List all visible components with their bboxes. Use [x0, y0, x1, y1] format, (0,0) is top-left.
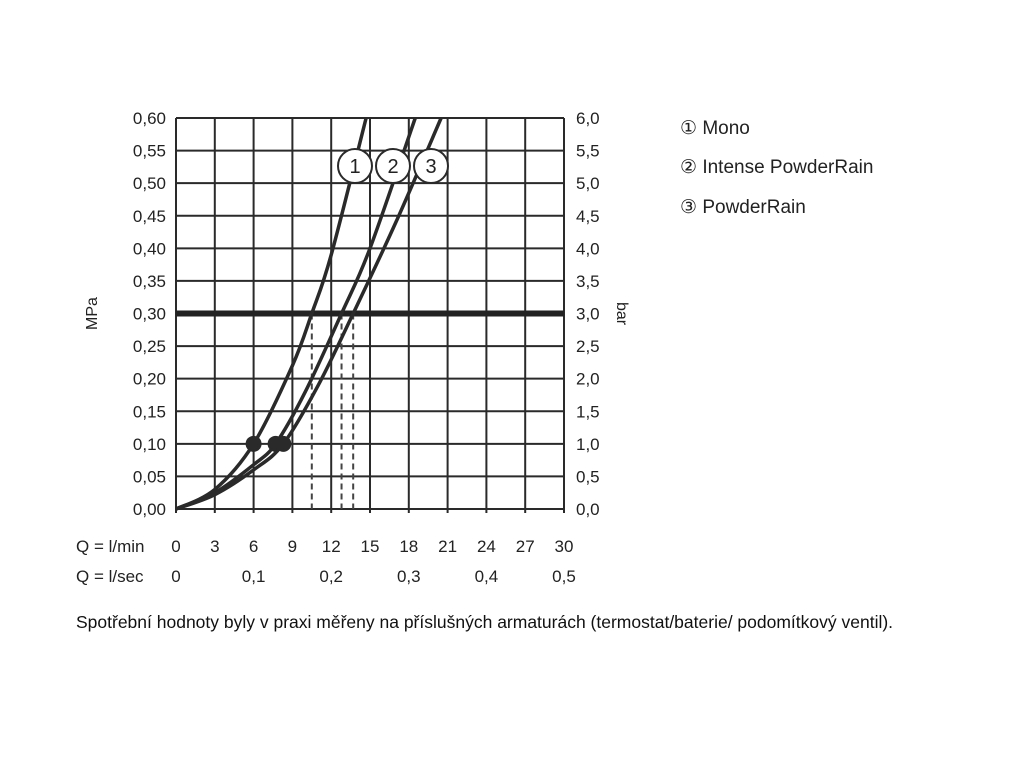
x-tick-label-lsec: 0	[171, 567, 180, 586]
y-tick-label-left: 0,50	[133, 174, 166, 193]
y-tick-label-right: 5,5	[576, 142, 600, 161]
y-tick-label-left: 0,20	[133, 370, 166, 389]
series-line-mono	[175, 117, 368, 511]
y-tick-label-left: 0,00	[133, 500, 166, 519]
y-tick-label-left: 0,10	[133, 435, 166, 454]
y-tick-label-right: 6,0	[576, 109, 600, 128]
x-row-label-lsec: Q = l/sec	[76, 567, 144, 586]
y-tick-label-right: 4,0	[576, 239, 600, 258]
x-tick-label-lsec: 0,5	[552, 567, 576, 586]
curve-marker-circle-3	[413, 148, 449, 184]
caption: Spotřební hodnoty byly v praxi měřeny na…	[76, 612, 894, 632]
legend-label: PowderRain	[702, 197, 806, 218]
curve-marker-circle-1	[337, 148, 373, 184]
legend-marker-2: ②	[680, 157, 698, 178]
y-tick-label-left: 0,55	[133, 142, 166, 161]
x-tick-label-lmin: 24	[477, 537, 496, 556]
x-tick-label-lmin: 27	[516, 537, 535, 556]
x-tick-label-lmin: 9	[288, 537, 297, 556]
y-tick-label-right: 5,0	[576, 174, 600, 193]
legend-marker-3: ③	[680, 197, 698, 218]
legend-item-mono: ① Mono	[680, 117, 750, 140]
legend-item-powderrain: ③ PowderRain	[680, 196, 806, 219]
x-tick-label-lsec: 0,3	[397, 567, 421, 586]
x-tick-label-lmin: 12	[322, 537, 341, 556]
x-tick-label-lmin: 6	[249, 537, 258, 556]
y-tick-label-right: 2,0	[576, 370, 600, 389]
y-tick-label-right: 3,5	[576, 272, 600, 291]
legend-item-intense-powderrain: ② Intense PowderRain	[680, 156, 873, 179]
legend-label: Intense PowderRain	[702, 157, 874, 178]
y-tick-label-right: 1,0	[576, 435, 600, 454]
curve-marker-circle-2	[375, 148, 411, 184]
y-tick-label-right: 1,5	[576, 402, 600, 421]
x-tick-label-lmin: 0	[171, 537, 180, 556]
curve-marker-label-3: 3	[425, 156, 436, 178]
legend-label: Mono	[702, 118, 750, 139]
x-row-label-lmin: Q = l/min	[76, 537, 145, 556]
y-tick-label-left: 0,40	[133, 239, 166, 258]
y-tick-label-right: 0,5	[576, 467, 600, 486]
y-tick-label-left: 0,15	[133, 402, 166, 421]
y-tick-label-right: 0,0	[576, 500, 600, 519]
series-line-powderrain	[175, 117, 443, 511]
y-tick-label-left: 0,30	[133, 305, 166, 324]
y-tick-label-right: 4,5	[576, 207, 600, 226]
x-tick-label-lmin: 18	[399, 537, 418, 556]
x-tick-label-lmin: 15	[361, 537, 380, 556]
y-tick-label-right: 2,5	[576, 337, 600, 356]
y-axis-label-left: MPa	[84, 297, 101, 330]
series-line-intense-powderrain	[175, 117, 417, 511]
y-tick-label-left: 0,25	[133, 337, 166, 356]
curve-marker-label-1: 1	[349, 156, 360, 178]
x-tick-label-lmin: 30	[555, 537, 574, 556]
legend-marker-1: ①	[680, 118, 698, 139]
y-tick-label-right: 3,0	[576, 305, 600, 324]
curve-marker-label-2: 2	[387, 156, 398, 178]
series-dot-powderrain	[275, 435, 292, 452]
y-tick-label-left: 0,45	[133, 207, 166, 226]
x-tick-label-lsec: 0,2	[319, 567, 343, 586]
series-dot-mono	[245, 435, 262, 452]
x-tick-label-lmin: 3	[210, 537, 219, 556]
x-tick-label-lmin: 21	[438, 537, 457, 556]
y-axis-label-right: bar	[613, 302, 630, 326]
y-tick-label-left: 0,05	[133, 467, 166, 486]
y-tick-label-left: 0,60	[133, 109, 166, 128]
x-tick-label-lsec: 0,1	[242, 567, 266, 586]
y-tick-label-left: 0,35	[133, 272, 166, 291]
x-tick-label-lsec: 0,4	[475, 567, 499, 586]
